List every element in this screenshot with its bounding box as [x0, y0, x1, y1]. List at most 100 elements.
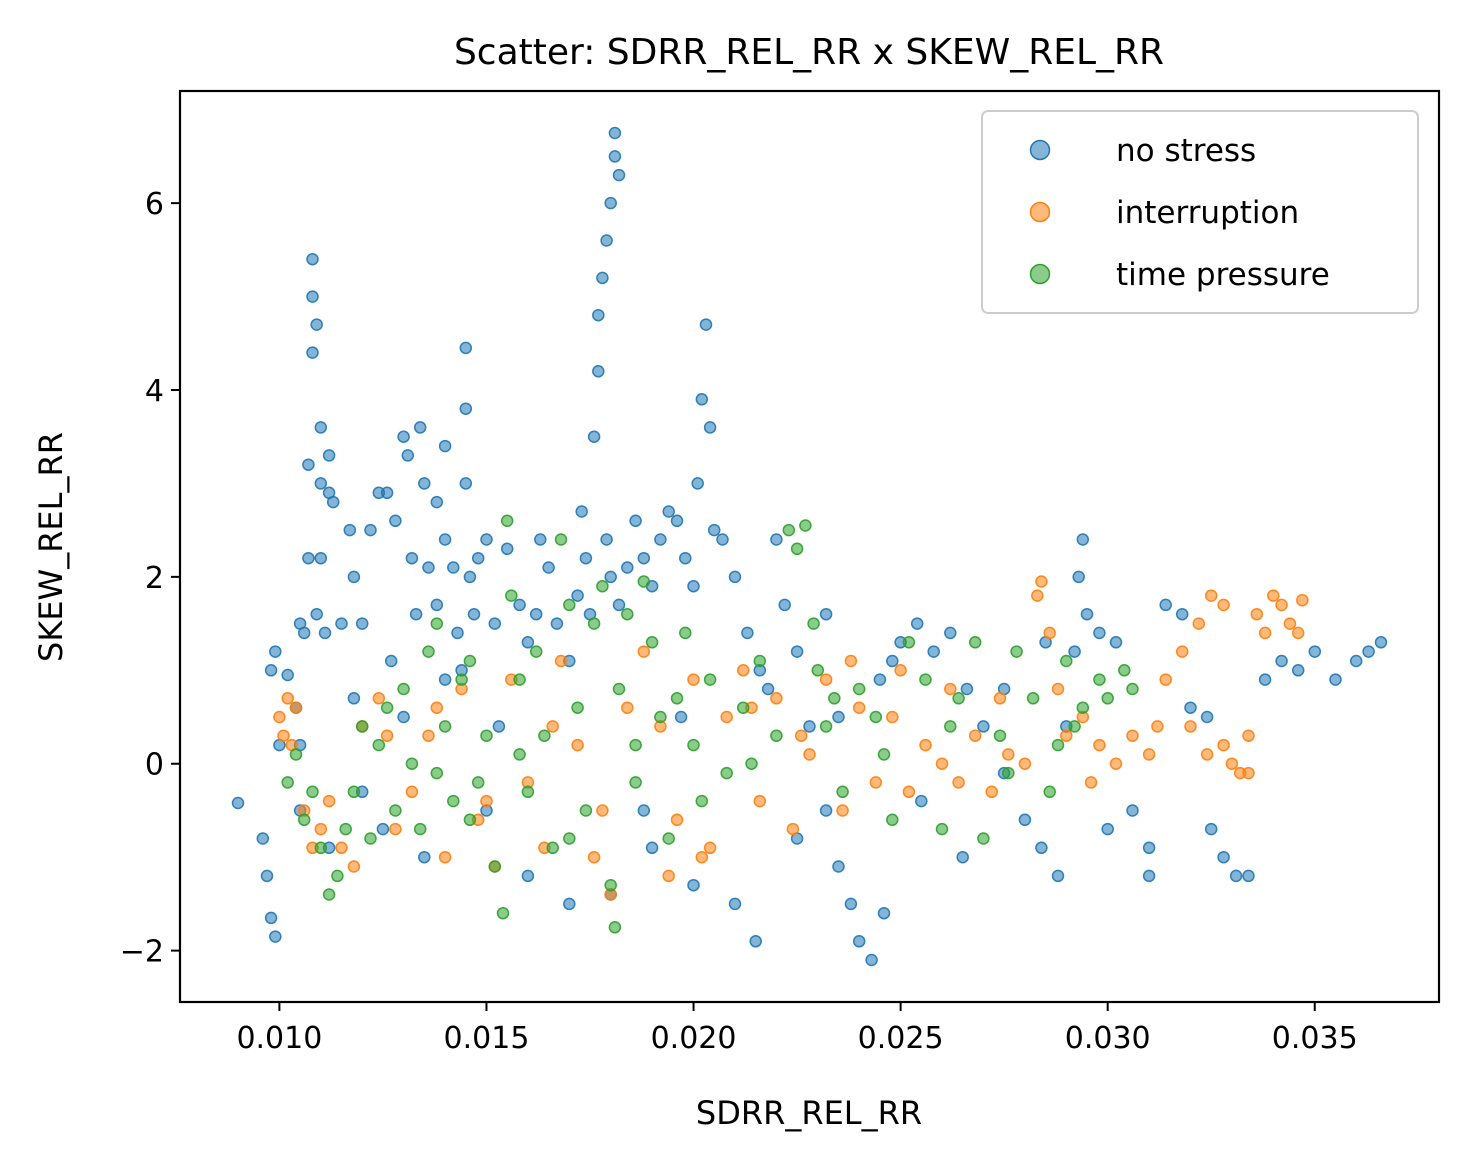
data-point — [1275, 654, 1288, 668]
data-point — [877, 906, 891, 920]
data-point — [1159, 598, 1172, 612]
data-point — [687, 738, 700, 752]
x-tick-label: 0.020 — [651, 1021, 737, 1056]
y-tick-label: 4 — [145, 374, 164, 409]
data-point — [608, 126, 622, 140]
data-point — [1068, 720, 1081, 733]
data-point — [670, 692, 684, 705]
data-point — [347, 692, 361, 705]
data-point — [1225, 757, 1239, 770]
y-tick-label: −2 — [120, 935, 164, 970]
data-point — [347, 785, 361, 799]
data-point — [471, 551, 485, 565]
data-point — [1142, 841, 1156, 855]
data-point — [993, 692, 1007, 705]
data-point — [600, 533, 613, 546]
data-point — [741, 626, 754, 640]
data-point — [629, 514, 642, 528]
data-point — [571, 589, 584, 602]
data-point — [389, 514, 402, 528]
data-point — [786, 822, 800, 836]
data-point — [297, 813, 311, 827]
data-point — [310, 318, 323, 331]
data-point — [488, 860, 502, 873]
data-point — [720, 766, 733, 780]
data-point — [1118, 664, 1131, 677]
data-point — [372, 692, 386, 705]
data-point — [869, 710, 883, 724]
y-tick-label: 2 — [145, 561, 164, 596]
data-point — [919, 673, 932, 686]
data-point — [438, 673, 452, 686]
legend-marker — [1029, 139, 1051, 161]
data-point — [956, 850, 969, 864]
data-point — [1308, 645, 1322, 658]
data-point — [310, 607, 323, 621]
data-point — [699, 318, 713, 331]
data-point — [608, 150, 622, 163]
data-point — [480, 729, 493, 742]
data-point — [645, 841, 659, 855]
data-point — [865, 953, 878, 967]
data-point — [413, 822, 427, 836]
data-point — [550, 617, 564, 630]
data-point — [886, 813, 899, 827]
data-point — [828, 692, 841, 705]
data-point — [563, 832, 576, 845]
data-point — [662, 505, 675, 518]
data-point — [1093, 738, 1106, 752]
data-point — [1283, 617, 1297, 630]
data-point — [264, 911, 278, 925]
data-point — [790, 645, 804, 658]
data-point — [273, 710, 286, 724]
data-point — [372, 738, 386, 752]
data-point — [728, 897, 742, 911]
data-point — [413, 421, 427, 434]
data-point — [302, 551, 315, 565]
legend-label: time pressure — [1116, 257, 1330, 293]
data-point — [1002, 766, 1015, 780]
data-point — [463, 570, 477, 584]
x-axis-title: SDRR_REL_RR — [696, 1094, 922, 1132]
data-point — [679, 626, 692, 640]
x-tick-label: 0.010 — [236, 1021, 322, 1056]
data-point — [438, 533, 452, 546]
data-point — [534, 533, 547, 546]
data-point — [335, 617, 348, 630]
data-point — [306, 346, 319, 359]
data-point — [459, 341, 473, 355]
data-point — [314, 841, 328, 855]
data-point — [1101, 692, 1114, 705]
data-point — [604, 878, 617, 892]
data-point — [1072, 570, 1085, 584]
data-point — [662, 832, 675, 845]
x-tick-label: 0.025 — [858, 1021, 944, 1056]
data-point — [480, 794, 493, 808]
data-point — [852, 682, 866, 696]
data-point — [836, 804, 849, 817]
data-point — [438, 720, 452, 733]
legend-box — [981, 110, 1419, 314]
data-point — [886, 710, 899, 724]
data-point — [1043, 626, 1056, 640]
data-point — [326, 495, 340, 509]
data-point — [679, 551, 692, 565]
data-point — [592, 365, 605, 378]
data-point — [538, 729, 551, 742]
data-point — [384, 654, 398, 668]
data-point — [761, 682, 775, 696]
data-point — [314, 421, 328, 434]
data-point — [459, 402, 473, 415]
series-interruption — [273, 575, 1309, 901]
data-point — [1018, 757, 1032, 770]
data-point — [736, 701, 750, 714]
data-point — [1142, 869, 1156, 883]
data-point — [819, 673, 833, 686]
data-point — [397, 682, 410, 696]
data-point — [852, 701, 866, 714]
data-point — [695, 393, 709, 406]
data-point — [422, 645, 435, 658]
data-point — [579, 551, 593, 565]
data-point — [409, 607, 423, 621]
legend-marker — [1029, 201, 1051, 223]
